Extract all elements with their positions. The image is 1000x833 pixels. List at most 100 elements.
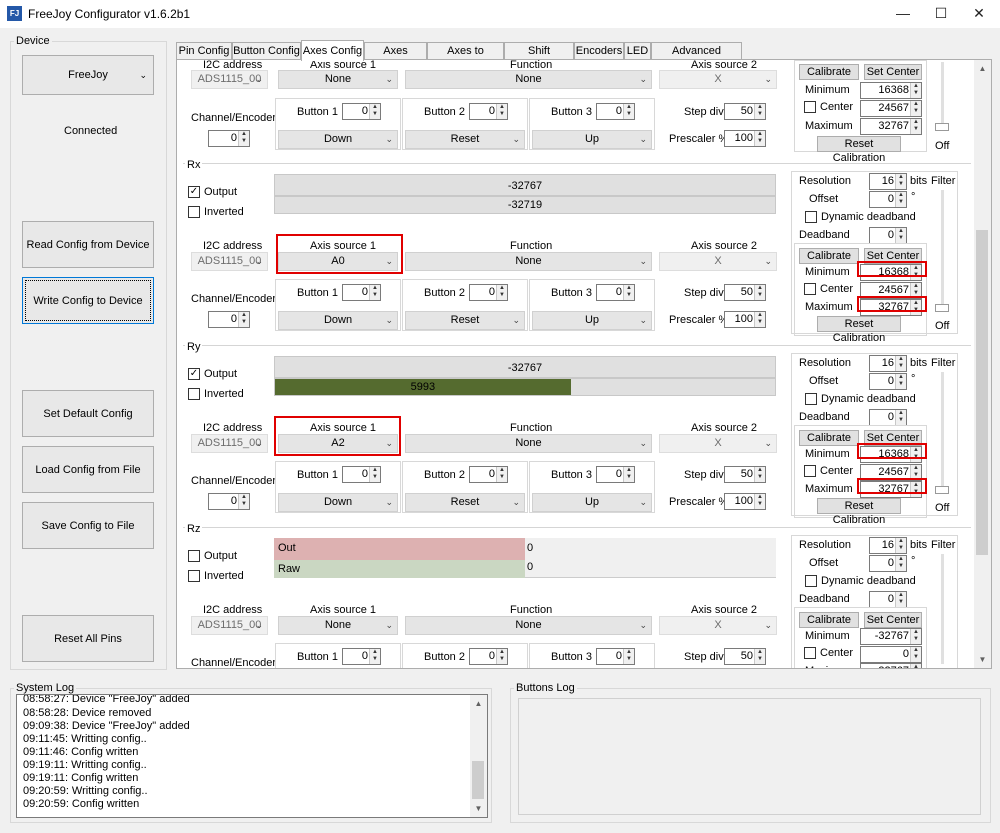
output-checkbox[interactable]: ✓ (188, 186, 200, 198)
i2c-select[interactable]: ADS1115_00 ⌄ (191, 616, 268, 635)
button1-spinner[interactable]: 0 ▲ ▼ (342, 103, 381, 120)
maximum-spinner[interactable]: 32767▲▼ (860, 663, 922, 668)
center-spinner[interactable]: 24567 ▲ ▼ (860, 100, 922, 117)
axis-source-2-select[interactable]: X ⌄ (659, 434, 777, 453)
button3-mode-select[interactable]: Up ⌄ (532, 311, 652, 330)
tab-axes-curves[interactable]: Axes Curves (364, 42, 427, 74)
prescaler-spinner[interactable]: 100 ▲ ▼ (724, 493, 766, 510)
filter-slider-track[interactable] (941, 190, 944, 310)
center-checkbox[interactable] (804, 101, 816, 113)
filter-slider-track[interactable] (941, 554, 944, 664)
function-select[interactable]: None ⌄ (405, 70, 652, 89)
system-log-list[interactable]: 08:58:27: Device "FreeJoy" added 08:58:2… (16, 694, 488, 818)
step-div-spinner[interactable]: 50 ▲ ▼ (724, 648, 766, 665)
filter-slider-track[interactable] (941, 62, 944, 126)
axis-source-2-select[interactable]: X ⌄ (659, 616, 777, 635)
tab-axes-config[interactable]: Axes Config (301, 40, 364, 61)
calibrate-button[interactable]: Calibrate (799, 612, 859, 628)
filter-slider-thumb[interactable] (935, 123, 949, 131)
output-checkbox[interactable]: ✓ (188, 368, 200, 380)
scroll-down-icon[interactable]: ▼ (978, 655, 987, 664)
button1-spinner[interactable]: 0 ▲ ▼ (342, 648, 381, 665)
button3-mode-select[interactable]: Up ⌄ (532, 130, 652, 149)
minimize-button[interactable]: — (896, 5, 910, 21)
tab-axes-to-buttons[interactable]: Axes to buttons (427, 42, 504, 74)
tab-pin-config[interactable]: Pin Config (176, 42, 232, 60)
log-scrollbar[interactable]: ▲ ▼ (470, 695, 487, 817)
set-default-config-button[interactable]: Set Default Config (22, 390, 154, 437)
i2c-select[interactable]: ADS1115_00 ⌄ (191, 434, 268, 453)
channel-encoder-spinner[interactable]: 0 ▲ ▼ (208, 493, 250, 510)
axis-source-1-select[interactable]: None ⌄ (278, 70, 398, 89)
save-config-button[interactable]: Save Config to File (22, 502, 154, 549)
center-spinner[interactable]: 24567 ▲ ▼ (860, 464, 922, 481)
step-div-spinner[interactable]: 50 ▲ ▼ (724, 284, 766, 301)
button3-spinner[interactable]: 0 ▲ ▼ (596, 103, 635, 120)
set-center-button[interactable]: Set Center (864, 248, 922, 264)
set-center-button[interactable]: Set Center (864, 64, 922, 80)
button3-spinner[interactable]: 0 ▲ ▼ (596, 648, 635, 665)
tab-advanced-settings[interactable]: Advanced Settings (651, 42, 742, 74)
reset-calibration-button[interactable]: Reset Calibration (817, 316, 901, 344)
resolution-spinner[interactable]: 16 ▲ ▼ (869, 537, 907, 554)
offset-spinner[interactable]: 0 ▲ ▼ (869, 373, 907, 390)
step-div-spinner[interactable]: 50 ▲ ▼ (724, 466, 766, 483)
tab-led[interactable]: LED (624, 42, 651, 60)
button2-spinner[interactable]: 0 ▲ ▼ (469, 103, 508, 120)
minimum-spinner[interactable]: 16368 ▲ ▼ (860, 82, 922, 99)
calibrate-button[interactable]: Calibrate (799, 430, 859, 446)
tab-button-config[interactable]: Button Config (232, 42, 301, 60)
dynamic-deadband-checkbox[interactable] (805, 211, 817, 223)
scroll-up-icon[interactable]: ▲ (474, 699, 483, 708)
axis-source-1-select[interactable]: A2 ⌄ (278, 434, 398, 453)
tab-shift-registers[interactable]: Shift Registers (504, 42, 574, 74)
channel-encoder-spinner[interactable]: 0 ▲ ▼ (208, 311, 250, 328)
button2-spinner[interactable]: 0 ▲ ▼ (469, 648, 508, 665)
center-spinner[interactable]: 0 ▲ ▼ (860, 646, 922, 663)
deadband-spinner[interactable]: 0 ▲ ▼ (869, 409, 907, 426)
i2c-select[interactable]: ADS1115_00 ⌄ (191, 252, 268, 271)
inverted-checkbox[interactable] (188, 206, 200, 218)
scroll-down-icon[interactable]: ▼ (474, 804, 483, 813)
button1-spinner[interactable]: 0 ▲ ▼ (342, 284, 381, 301)
button3-spinner[interactable]: 0 ▲ ▼ (596, 284, 635, 301)
log-scroll-thumb[interactable] (472, 761, 484, 799)
reset-calibration-button[interactable]: Reset Calibration (817, 498, 901, 526)
button1-mode-select[interactable]: Down ⌄ (278, 130, 398, 149)
prescaler-spinner[interactable]: 100 ▲ ▼ (724, 130, 766, 147)
inverted-checkbox[interactable] (188, 388, 200, 400)
button1-spinner[interactable]: 0 ▲ ▼ (342, 466, 381, 483)
channel-encoder-spinner[interactable]: 0 ▲ ▼ (208, 130, 250, 147)
center-checkbox[interactable] (804, 283, 816, 295)
set-center-button[interactable]: Set Center (864, 430, 922, 446)
button2-mode-select[interactable]: Reset ⌄ (405, 493, 525, 512)
calibrate-button[interactable]: Calibrate (799, 248, 859, 264)
read-config-button[interactable]: Read Config from Device (22, 221, 154, 268)
axis-source-1-select[interactable]: A0 ⌄ (278, 252, 398, 271)
offset-spinner[interactable]: 0 ▲ ▼ (869, 191, 907, 208)
filter-slider-thumb[interactable] (935, 486, 949, 494)
button1-mode-select[interactable]: Down ⌄ (278, 311, 398, 330)
center-spinner[interactable]: 24567 ▲ ▼ (860, 282, 922, 299)
scroll-thumb[interactable] (976, 230, 988, 555)
axis-source-2-select[interactable]: X ⌄ (659, 70, 777, 89)
offset-spinner[interactable]: 0 ▲ ▼ (869, 555, 907, 572)
button2-spinner[interactable]: 0 ▲ ▼ (469, 284, 508, 301)
load-config-button[interactable]: Load Config from File (22, 446, 154, 493)
close-button[interactable]: ✕ (973, 5, 985, 21)
center-checkbox[interactable] (804, 465, 816, 477)
resolution-spinner[interactable]: 16 ▲ ▼ (869, 173, 907, 190)
tab-encoders[interactable]: Encoders (574, 42, 624, 60)
button2-mode-select[interactable]: Reset ⌄ (405, 311, 525, 330)
output-checkbox[interactable] (188, 550, 200, 562)
axis-source-1-select[interactable]: None ⌄ (278, 616, 398, 635)
button2-spinner[interactable]: 0 ▲ ▼ (469, 466, 508, 483)
button3-spinner[interactable]: 0 ▲ ▼ (596, 466, 635, 483)
deadband-spinner[interactable]: 0 ▲ ▼ (869, 591, 907, 608)
inverted-checkbox[interactable] (188, 570, 200, 582)
calibrate-button[interactable]: Calibrate (799, 64, 859, 80)
button3-mode-select[interactable]: Up ⌄ (532, 493, 652, 512)
filter-slider-thumb[interactable] (935, 304, 949, 312)
button2-mode-select[interactable]: Reset ⌄ (405, 130, 525, 149)
scroll-up-icon[interactable]: ▲ (978, 64, 987, 73)
